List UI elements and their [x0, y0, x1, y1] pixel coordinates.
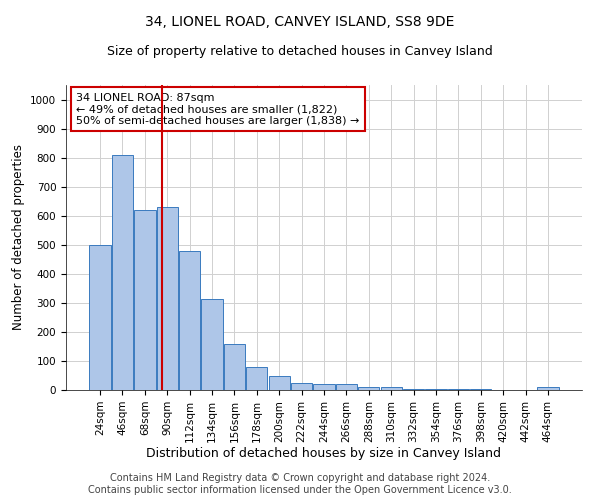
Bar: [470, 389, 491, 390]
Bar: [269, 376, 290, 390]
Bar: [425, 388, 446, 390]
Bar: [358, 386, 379, 390]
Bar: [291, 382, 312, 390]
Bar: [448, 389, 469, 390]
Bar: [224, 344, 245, 390]
Bar: [134, 210, 155, 390]
Text: 34, LIONEL ROAD, CANVEY ISLAND, SS8 9DE: 34, LIONEL ROAD, CANVEY ISLAND, SS8 9DE: [145, 15, 455, 29]
Bar: [380, 387, 402, 390]
Bar: [89, 245, 111, 390]
Bar: [313, 384, 335, 390]
Bar: [179, 250, 200, 390]
X-axis label: Distribution of detached houses by size in Canvey Island: Distribution of detached houses by size …: [146, 448, 502, 460]
Bar: [403, 388, 424, 390]
Bar: [336, 384, 357, 390]
Bar: [112, 154, 133, 390]
Text: Contains HM Land Registry data © Crown copyright and database right 2024.
Contai: Contains HM Land Registry data © Crown c…: [88, 474, 512, 495]
Bar: [157, 207, 178, 390]
Bar: [202, 298, 223, 390]
Bar: [537, 387, 559, 390]
Text: 34 LIONEL ROAD: 87sqm
← 49% of detached houses are smaller (1,822)
50% of semi-d: 34 LIONEL ROAD: 87sqm ← 49% of detached …: [76, 92, 359, 126]
Text: Size of property relative to detached houses in Canvey Island: Size of property relative to detached ho…: [107, 45, 493, 58]
Y-axis label: Number of detached properties: Number of detached properties: [11, 144, 25, 330]
Bar: [246, 367, 268, 390]
